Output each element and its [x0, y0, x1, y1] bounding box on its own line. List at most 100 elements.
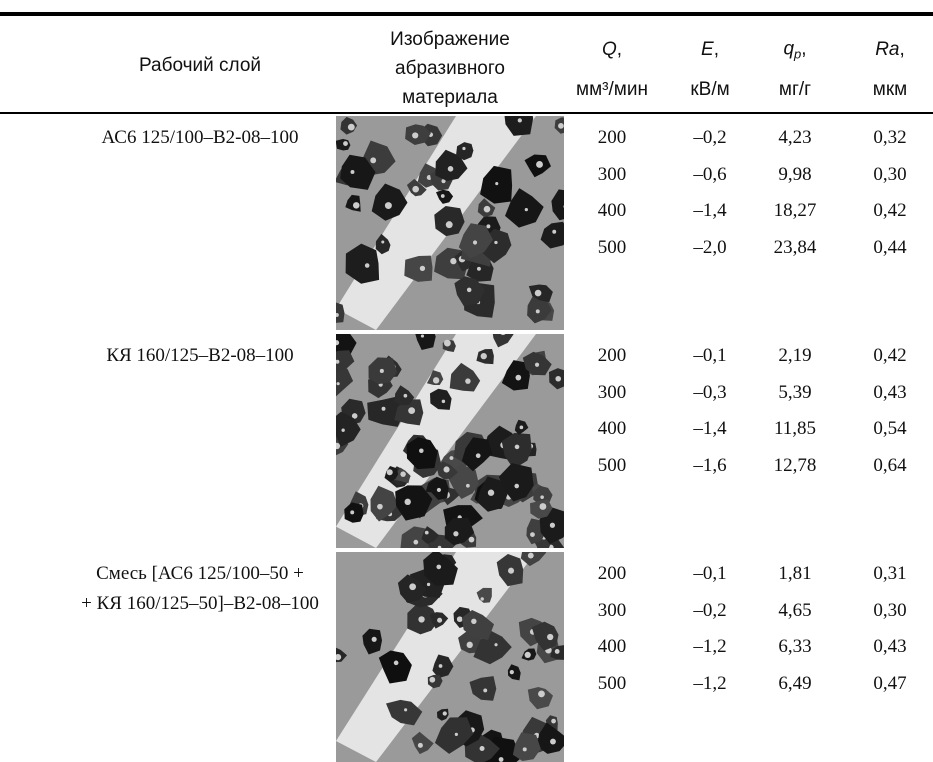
cell: –0,2	[693, 127, 726, 149]
cell: 1,81	[778, 563, 811, 585]
cell: 0,30	[873, 164, 906, 186]
cell-value: –1,4	[693, 200, 726, 221]
cell: 200	[598, 563, 627, 585]
cell-value: 12,78	[774, 455, 817, 476]
cell: –1,6	[693, 455, 726, 477]
layer-text: АС6 125/100–В2-08–100	[102, 127, 299, 148]
header-symbol: Q,	[602, 39, 622, 61]
header-text: материала	[402, 87, 498, 108]
cell-value: 400	[598, 418, 627, 439]
cell: 300	[598, 164, 627, 186]
cell-value: 18,27	[774, 200, 817, 221]
symbol: q	[783, 39, 794, 60]
cell: 200	[598, 127, 627, 149]
suffix: ,	[617, 39, 622, 60]
cell-value: 2,19	[778, 345, 811, 366]
cell-value: 400	[598, 636, 627, 657]
cell: 0,42	[873, 345, 906, 367]
header-line: абразивного	[395, 58, 505, 80]
cell-value: 0,42	[873, 345, 906, 366]
cell: 0,54	[873, 418, 906, 440]
cell-value: –0,1	[693, 345, 726, 366]
abrasive-image	[336, 116, 564, 330]
cell: 4,23	[778, 127, 811, 149]
cell: 300	[598, 600, 627, 622]
cell-value: 200	[598, 127, 627, 148]
symbol: E	[701, 39, 714, 60]
page: Рабочий слой Изображение абразивного матери…	[0, 0, 933, 762]
cell-value: –0,2	[693, 127, 726, 148]
suffix: ,	[801, 39, 806, 60]
layer-text: Смесь [АС6 125/100–50 +	[96, 563, 304, 584]
cell: 500	[598, 455, 627, 477]
cell: 4,65	[778, 600, 811, 622]
cell: 500	[598, 673, 627, 695]
header-unit: кВ/м	[690, 79, 729, 101]
header-unit: мм³/мин	[576, 79, 648, 101]
header-symbol: Ra,	[875, 39, 905, 61]
cell-value: 500	[598, 237, 627, 258]
cell: 6,33	[778, 636, 811, 658]
layer-name: + КЯ 160/125–50]–В2-08–100	[81, 593, 319, 615]
unit: кВ/м	[690, 79, 729, 100]
layer-name: Смесь [АС6 125/100–50 +	[96, 563, 304, 585]
unit: мм³/мин	[576, 79, 648, 100]
symbol: Q	[602, 39, 617, 60]
layer-text: КЯ 160/125–В2-08–100	[106, 345, 293, 366]
cell: 12,78	[774, 455, 817, 477]
layer-name: АС6 125/100–В2-08–100	[102, 127, 299, 149]
cell-value: 300	[598, 164, 627, 185]
suffix: ,	[900, 39, 905, 60]
cell-value: –1,6	[693, 455, 726, 476]
cell: –1,4	[693, 200, 726, 222]
unit: мг/г	[779, 79, 811, 100]
cell-value: 11,85	[774, 418, 816, 439]
cell-value: 23,84	[774, 237, 817, 258]
cell-value: 0,47	[873, 673, 906, 694]
cell: 0,43	[873, 382, 906, 404]
cell-value: 0,64	[873, 455, 906, 476]
cell-value: 300	[598, 382, 627, 403]
cell-value: 0,32	[873, 127, 906, 148]
cell-value: 500	[598, 455, 627, 476]
header-symbol: qp,	[783, 39, 806, 62]
cell-value: 4,65	[778, 600, 811, 621]
header-text: абразивного	[395, 58, 505, 79]
suffix: ,	[714, 39, 719, 60]
abrasive-image	[336, 552, 564, 762]
cell-value: 6,49	[778, 673, 811, 694]
cell: 18,27	[774, 200, 817, 222]
cell-value: 0,42	[873, 200, 906, 221]
cell: 23,84	[774, 237, 817, 259]
cell-value: 0,43	[873, 382, 906, 403]
header-text: Рабочий слой	[139, 55, 261, 76]
header-unit: мкм	[873, 79, 907, 101]
cell: 6,49	[778, 673, 811, 695]
cell: 2,19	[778, 345, 811, 367]
cell-value: 500	[598, 673, 627, 694]
layer-text: + КЯ 160/125–50]–В2-08–100	[81, 593, 319, 614]
cell: –1,4	[693, 418, 726, 440]
header-rule	[0, 112, 933, 114]
cell: 400	[598, 636, 627, 658]
cell: –1,2	[693, 673, 726, 695]
header-line: материала	[402, 87, 498, 109]
cell-value: 6,33	[778, 636, 811, 657]
symbol: Ra	[875, 39, 899, 60]
cell: 9,98	[778, 164, 811, 186]
cell: 200	[598, 345, 627, 367]
cell-value: –0,1	[693, 563, 726, 584]
cell-value: 9,98	[778, 164, 811, 185]
header-cell: Рабочий слой	[139, 55, 261, 77]
cell-value: –0,6	[693, 164, 726, 185]
unit: мкм	[873, 79, 907, 100]
cell: 400	[598, 200, 627, 222]
top-rule	[0, 12, 933, 16]
cell: 400	[598, 418, 627, 440]
cell-value: 0,31	[873, 563, 906, 584]
header-symbol: E,	[701, 39, 719, 61]
header-line: Изображение	[390, 29, 510, 51]
cell: –0,1	[693, 563, 726, 585]
cell-value: –2,0	[693, 237, 726, 258]
cell-value: 1,81	[778, 563, 811, 584]
